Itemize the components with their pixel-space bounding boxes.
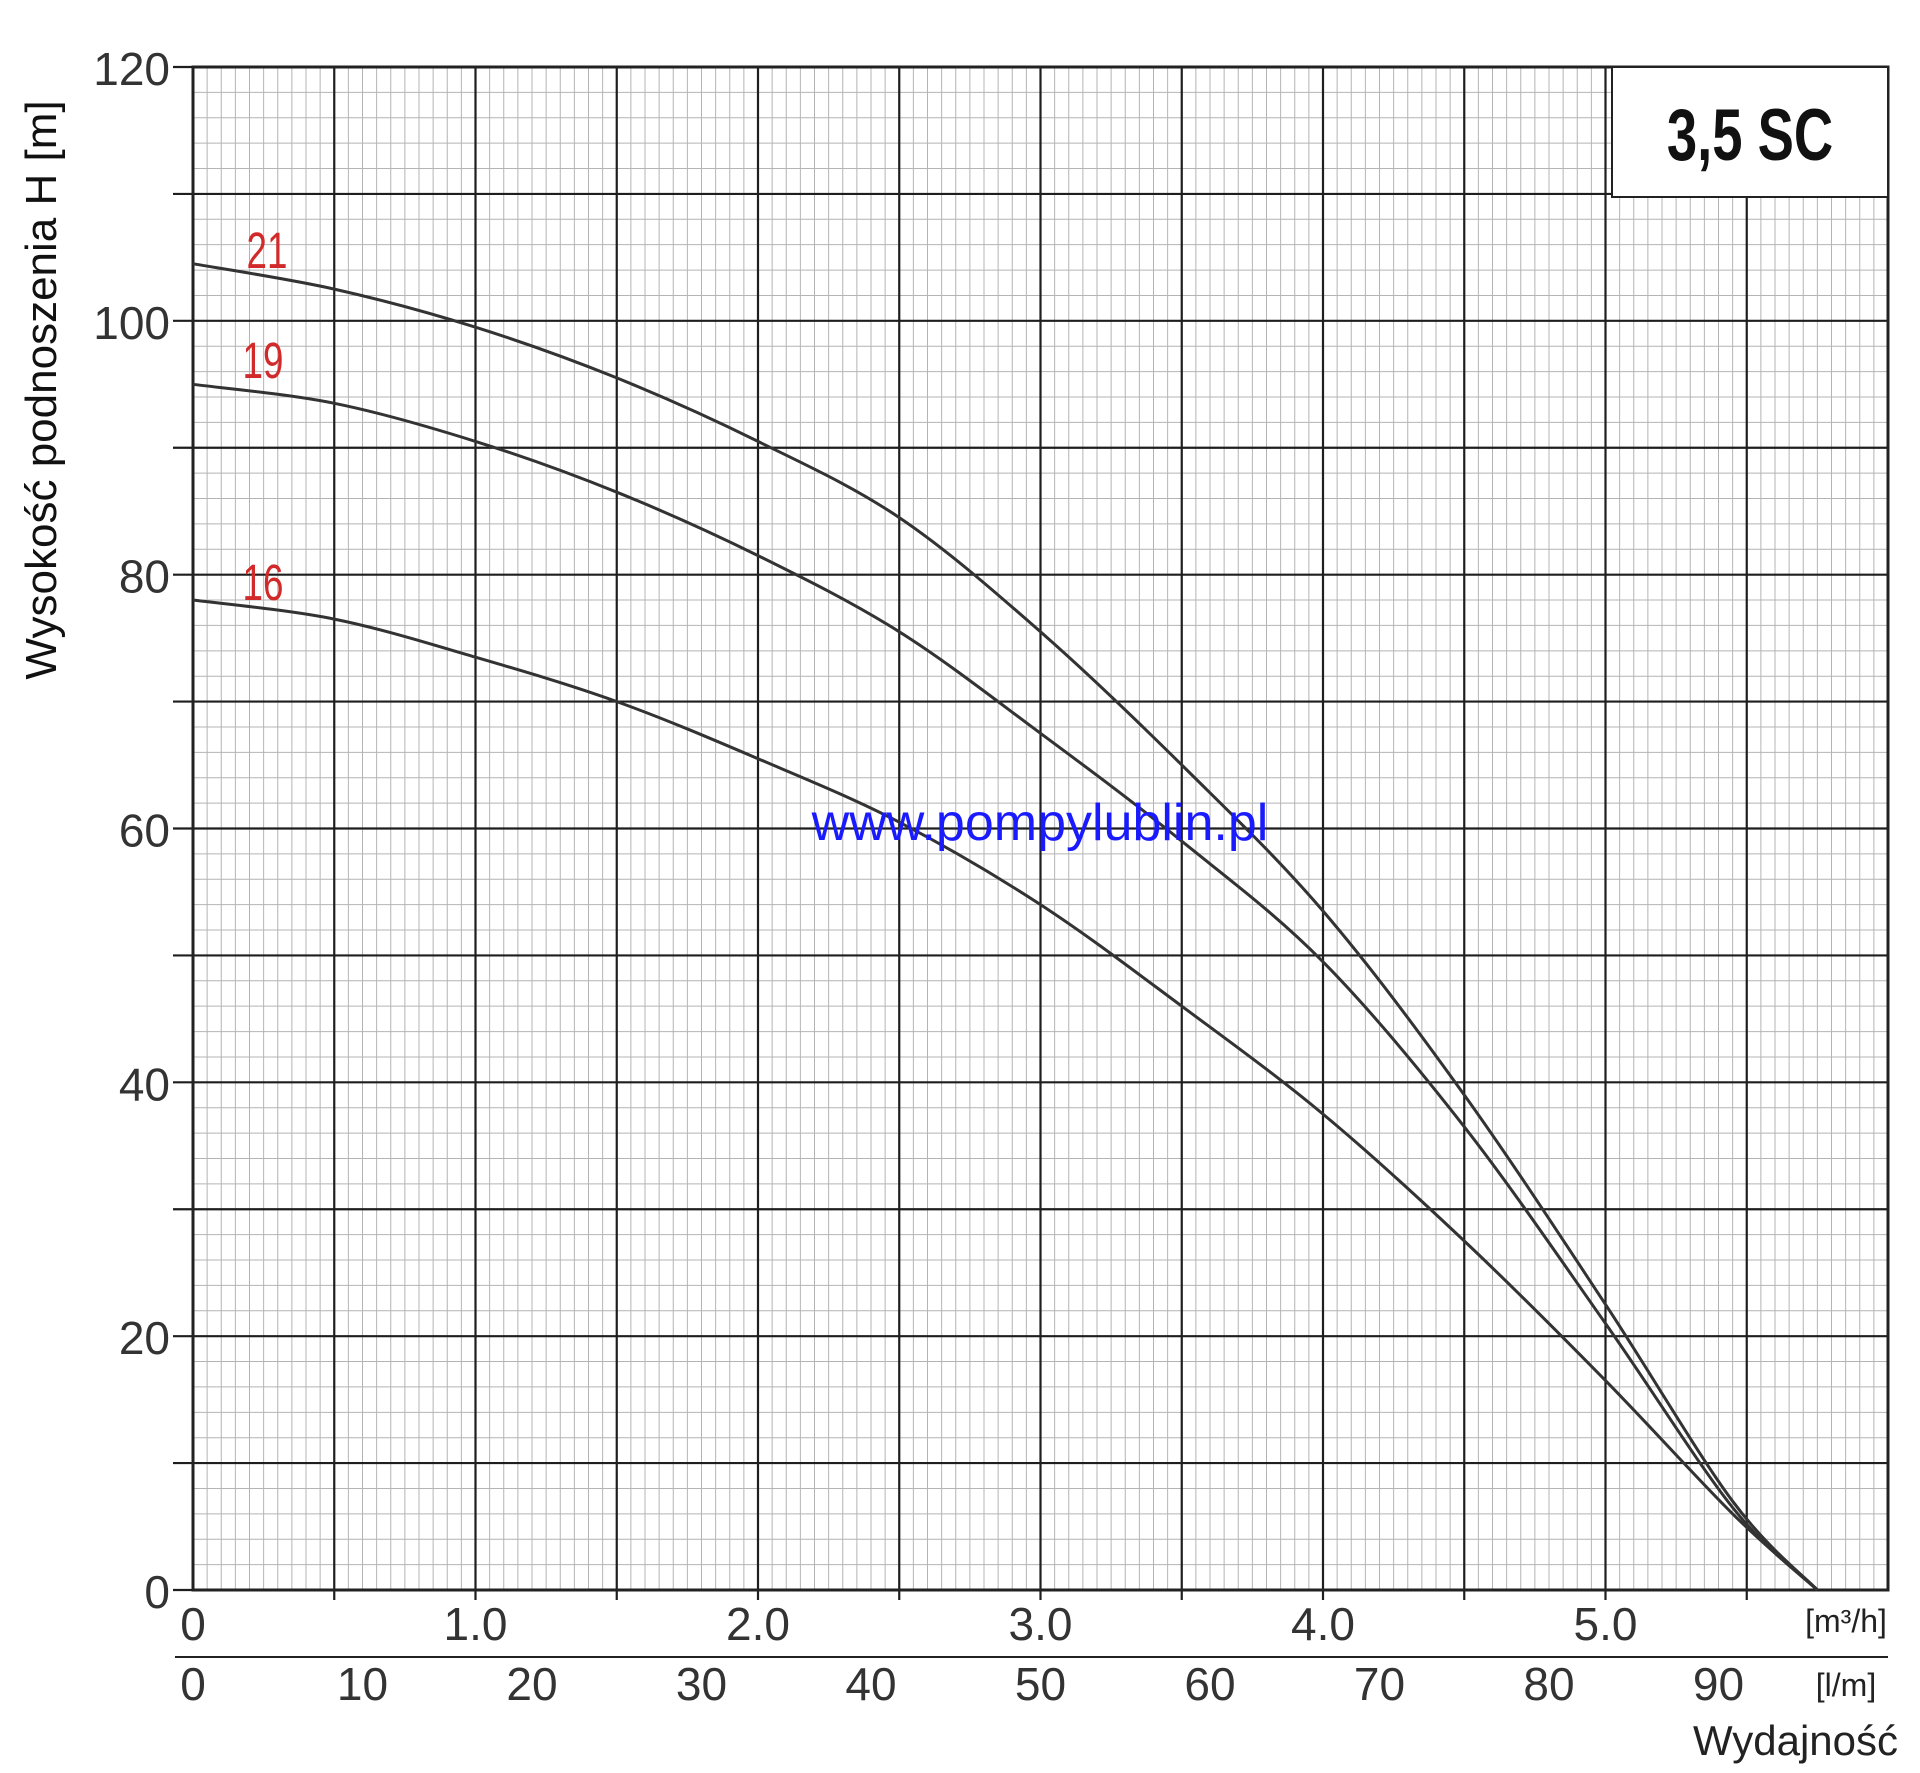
x-tick-label-secondary: 90: [1693, 1658, 1744, 1710]
y-tick-label: 100: [93, 297, 170, 349]
x-tick-label-primary: 2.0: [726, 1598, 790, 1650]
watermark-text: www.pompylublin.pl: [811, 794, 1269, 852]
curve-16: [192, 598, 1819, 1592]
y-tick-label: 60: [119, 805, 170, 857]
x-tick-label-primary: 0: [180, 1598, 206, 1650]
x-tick-label-primary: 1.0: [444, 1598, 508, 1650]
curve-19: [192, 382, 1819, 1592]
x-tick-label-primary: 3.0: [1009, 1598, 1073, 1650]
y-axis-label: Wysokość podnoszenia H [m]: [17, 100, 66, 679]
x-axis-label: Wydajność: [1693, 1717, 1898, 1764]
curve-21: [192, 262, 1819, 1592]
x-tick-label-secondary: 80: [1523, 1658, 1574, 1710]
curves: [192, 262, 1819, 1592]
curve-label-19: 19: [243, 333, 284, 389]
x-tick-label-secondary: 20: [506, 1658, 557, 1710]
x-axis-ticks-secondary: 0 10 20 30 40 50 60 70 80 90: [180, 1658, 1744, 1710]
x-unit-primary: [m³/h]: [1805, 1603, 1887, 1639]
x-tick-label-secondary: 10: [337, 1658, 388, 1710]
x-tick-label-secondary: 50: [1015, 1658, 1066, 1710]
x-unit-secondary: [l/m]: [1816, 1667, 1876, 1703]
y-tick-label: 120: [93, 43, 170, 95]
curve-labels: 21 19 16: [243, 223, 288, 611]
x-tick-label-primary: 4.0: [1291, 1598, 1355, 1650]
x-tick-label-secondary: 0: [180, 1658, 206, 1710]
title-box: [1611, 66, 1889, 198]
chart-title: 3,5 SC: [1667, 93, 1833, 176]
curve-label-21: 21: [247, 223, 288, 279]
y-tick-label: 80: [119, 551, 170, 603]
plot-frame: [191, 65, 1890, 1592]
x-tick-label-secondary: 60: [1184, 1658, 1235, 1710]
y-tick-label: 0: [144, 1566, 170, 1618]
x-axis-ticks-primary: 0 1.0 2.0 3.0 4.0 5.0: [180, 1598, 1637, 1650]
y-tick-label: 20: [119, 1312, 170, 1364]
x-tick-label-secondary: 40: [845, 1658, 896, 1710]
y-tick-label: 40: [119, 1058, 170, 1110]
curve-label-16: 16: [243, 555, 284, 611]
major-grid: [173, 65, 1888, 1600]
x-tick-label-secondary: 30: [676, 1658, 727, 1710]
y-axis-ticks: 0 20 40 60 80 100 120: [93, 43, 170, 1618]
x-tick-label-primary: 5.0: [1574, 1598, 1638, 1650]
x-tick-label-secondary: 70: [1354, 1658, 1405, 1710]
